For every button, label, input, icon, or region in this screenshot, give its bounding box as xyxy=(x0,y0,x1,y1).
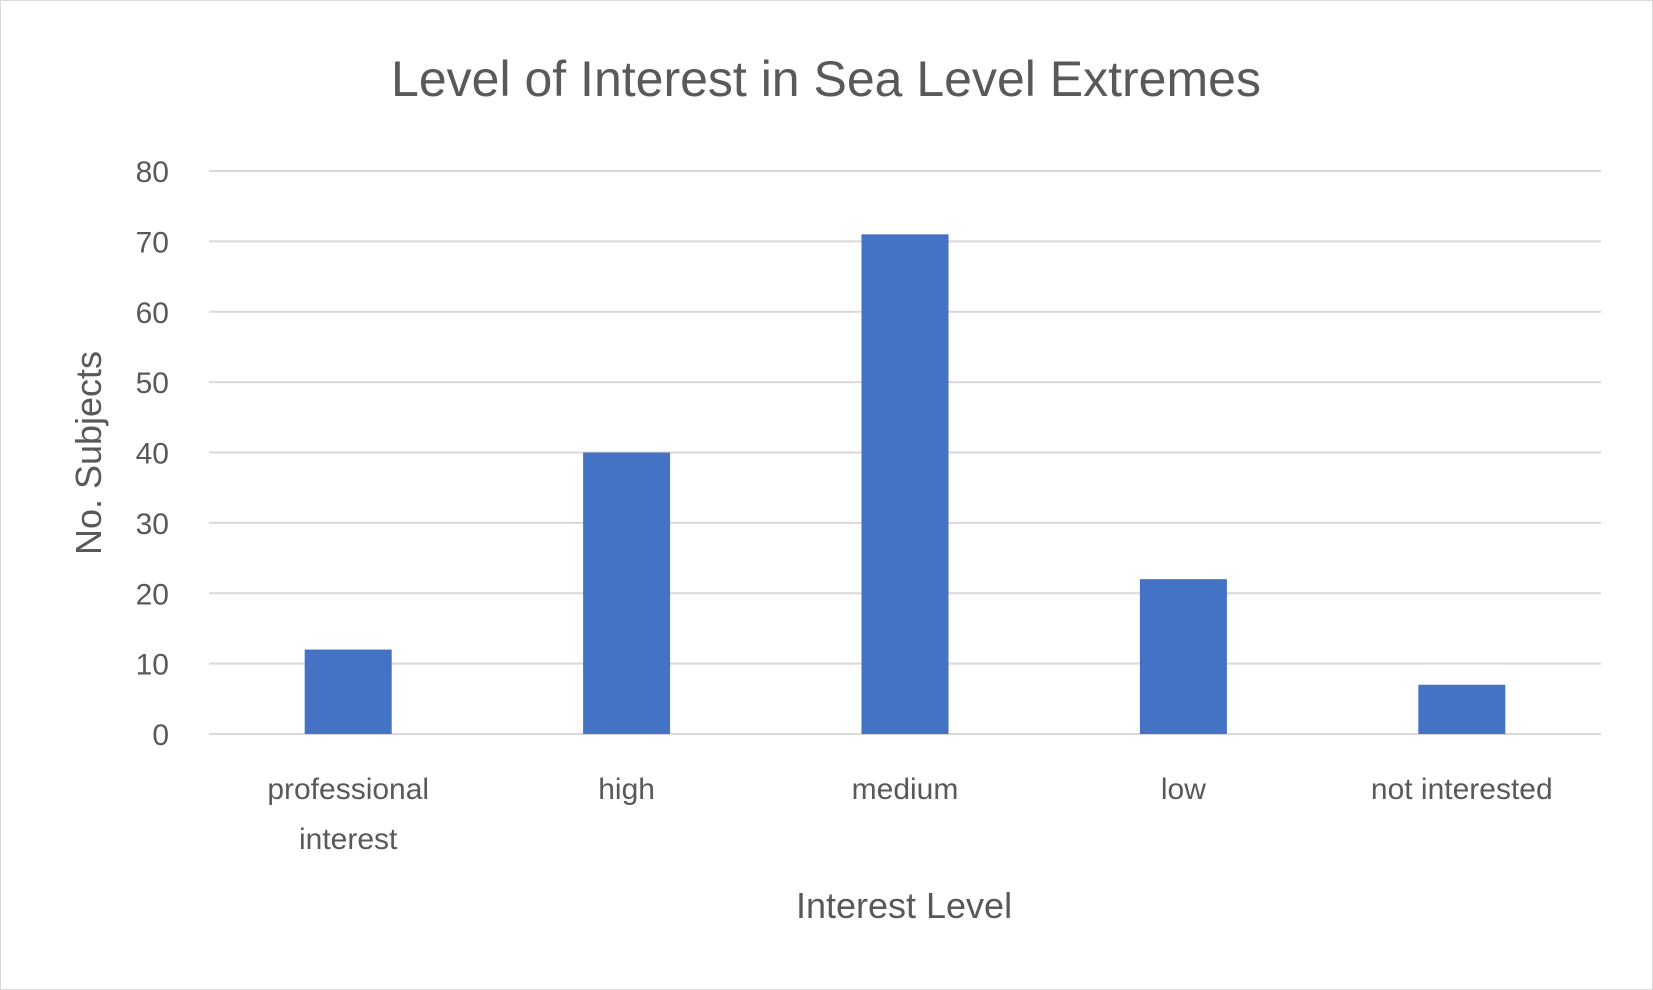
y-tick-label: 10 xyxy=(136,649,169,682)
x-tick-label: professional xyxy=(267,773,429,806)
bar xyxy=(583,452,671,734)
bar xyxy=(1139,579,1227,734)
bar xyxy=(304,649,392,734)
y-tick-label: 0 xyxy=(152,719,169,752)
x-tick-label: low xyxy=(1161,773,1206,806)
x-tick-label: medium xyxy=(852,773,959,806)
bars xyxy=(304,234,1506,734)
chart-title: Level of Interest in Sea Level Extremes xyxy=(391,51,1261,107)
y-tick-label: 60 xyxy=(136,297,169,330)
y-tick-label: 70 xyxy=(136,226,169,259)
y-axis-title: No. Subjects xyxy=(68,351,109,555)
y-tick-label: 30 xyxy=(136,508,169,541)
x-tick-label: high xyxy=(598,773,655,806)
y-tick-label: 80 xyxy=(136,156,169,189)
x-axis-ticks: professional interest high medium low not int… xyxy=(267,773,1552,856)
x-axis-title: Interest Level xyxy=(796,885,1012,926)
y-tick-label: 20 xyxy=(136,578,169,611)
y-tick-label: 40 xyxy=(136,438,169,471)
bar xyxy=(861,234,949,734)
x-tick-label: interest xyxy=(299,823,398,856)
y-tick-label: 50 xyxy=(136,367,169,400)
bar xyxy=(1418,684,1506,734)
y-axis-ticks: 0 10 20 30 40 50 60 70 80 xyxy=(136,156,169,752)
x-tick-label: not interested xyxy=(1371,773,1553,806)
